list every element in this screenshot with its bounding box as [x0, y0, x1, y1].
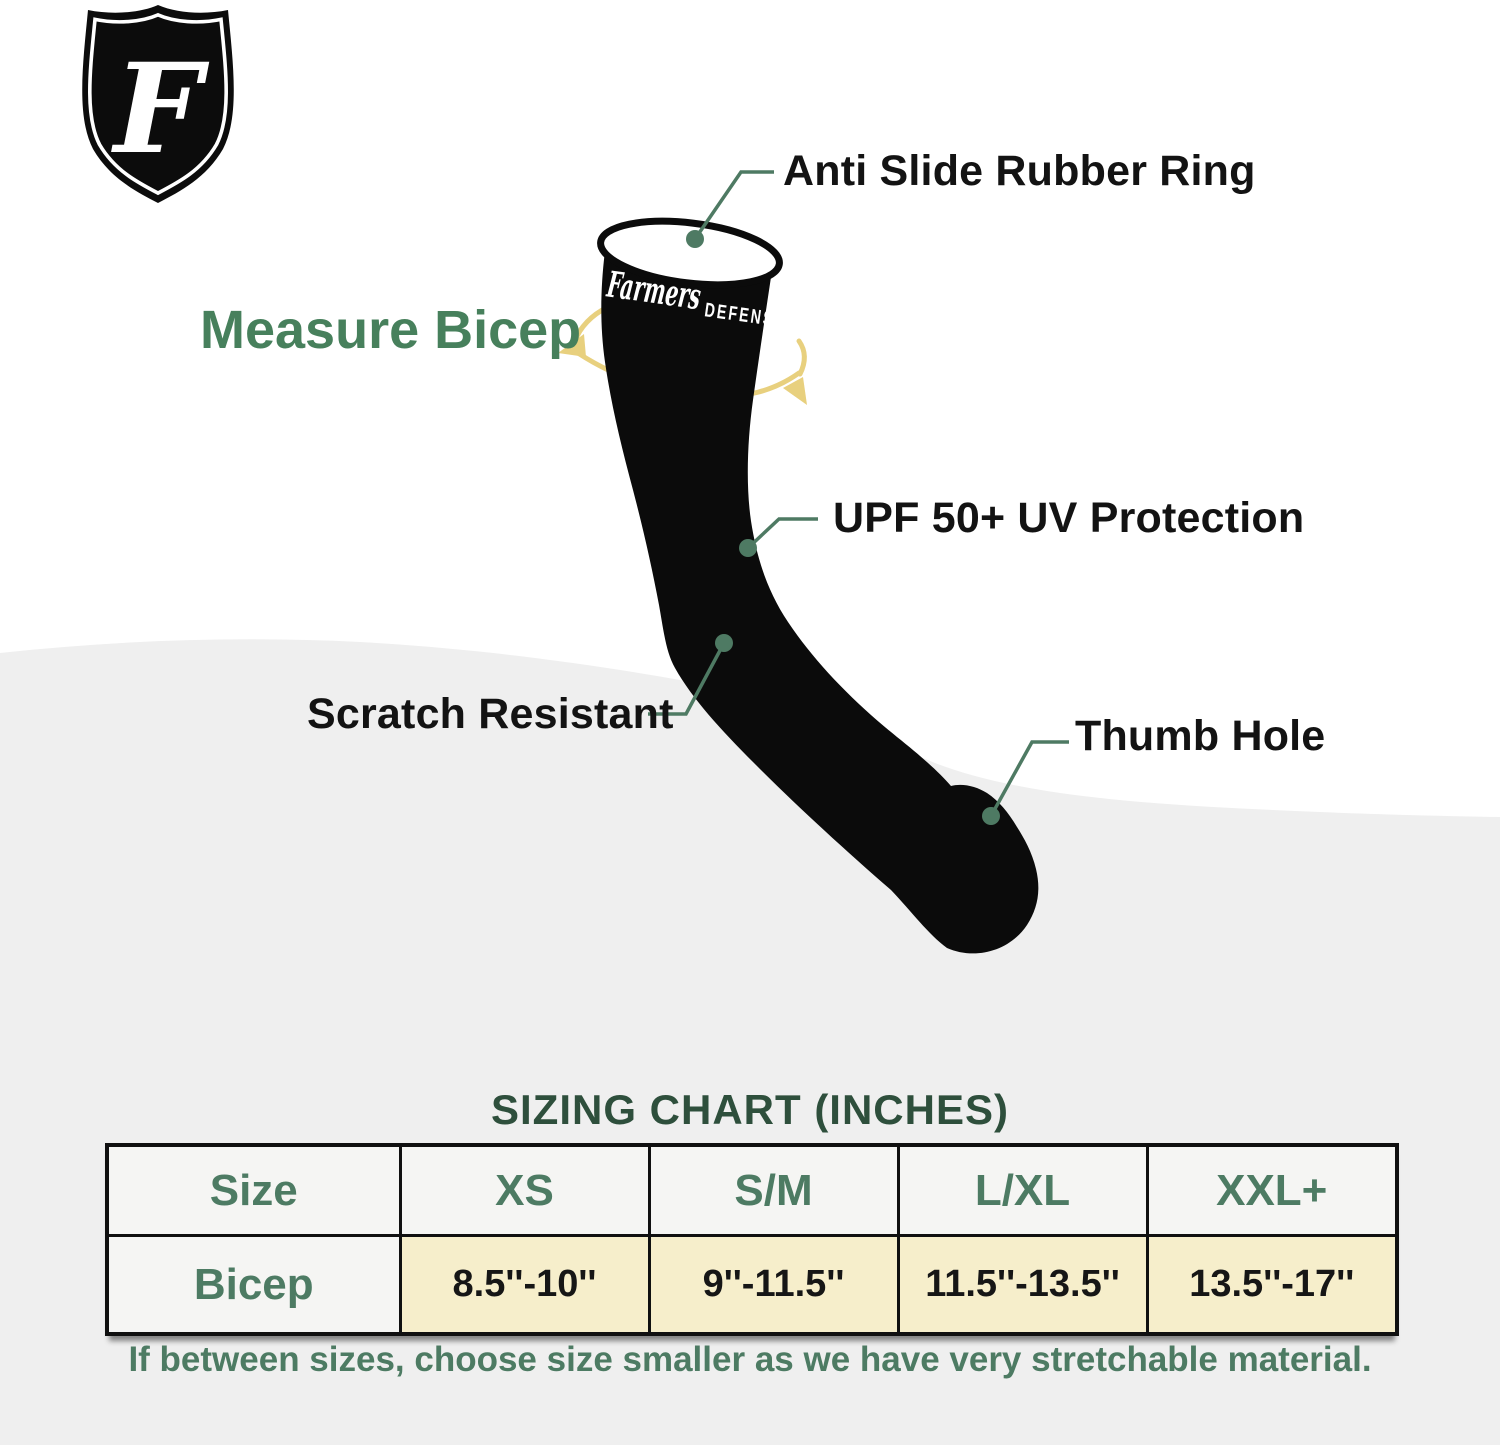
- anti-slide-callout-line: [693, 170, 774, 240]
- brand-shield-logo: F: [82, 5, 234, 203]
- column-header-lxl: L/XL: [896, 1143, 1149, 1237]
- sleeve-top-opening: [597, 217, 783, 289]
- sleeve-silhouette: [601, 243, 1039, 954]
- anti-slide-callout-dot: [686, 230, 704, 248]
- sizing-note: If between sizes, choose size smaller as…: [128, 1340, 1372, 1379]
- upf-callout-dot: [739, 539, 757, 557]
- upf-label: UPF 50+ UV Protection: [833, 494, 1305, 542]
- callout-connectors: [648, 170, 1069, 825]
- scratch-callout-dot: [715, 634, 733, 652]
- bicep-value-sm: 9''-11.5'': [647, 1234, 900, 1336]
- bicep-value-xs: 8.5''-10'': [398, 1234, 651, 1336]
- column-header-sm: S/M: [647, 1143, 900, 1237]
- column-header-size: Size: [105, 1143, 402, 1237]
- shield-outline: [82, 5, 234, 203]
- shield-inner-line: [88, 12, 228, 196]
- thumb-hole-label: Thumb Hole: [1075, 712, 1326, 760]
- sizing-chart-title: SIZING CHART (INCHES): [491, 1086, 1009, 1133]
- tape-back-arc-right: [796, 338, 807, 377]
- sizing-table: Size XS S/M L/XL XXL+ Bicep 8.5''-10'' 9…: [105, 1143, 1399, 1336]
- upf-callout-line: [746, 517, 818, 550]
- column-header-xxl: XXL+: [1145, 1143, 1399, 1237]
- tape-arrowhead-right: [783, 377, 807, 405]
- scratch-callout-line: [648, 642, 726, 716]
- column-header-xs: XS: [398, 1143, 651, 1237]
- bicep-value-lxl: 11.5''-13.5'': [896, 1234, 1149, 1336]
- scratch-resistant-label: Scratch Resistant: [307, 690, 674, 738]
- tape-arrowhead-left: [558, 334, 586, 357]
- anti-slide-label: Anti Slide Rubber Ring: [783, 147, 1256, 195]
- measure-bicep-label: Measure Bicep: [200, 300, 582, 360]
- thumb-callout-dot: [982, 807, 1000, 825]
- sizing-table-header-row: Size XS S/M L/XL XXL+: [105, 1143, 1399, 1237]
- sizing-table-bicep-row: Bicep 8.5''-10'' 9''-11.5'' 11.5''-13.5'…: [105, 1234, 1399, 1336]
- shield-letter: F: [111, 37, 210, 182]
- bicep-value-xxl: 13.5''-17'': [1145, 1234, 1399, 1336]
- bicep-row-label: Bicep: [105, 1234, 402, 1336]
- thumb-callout-line: [989, 740, 1069, 817]
